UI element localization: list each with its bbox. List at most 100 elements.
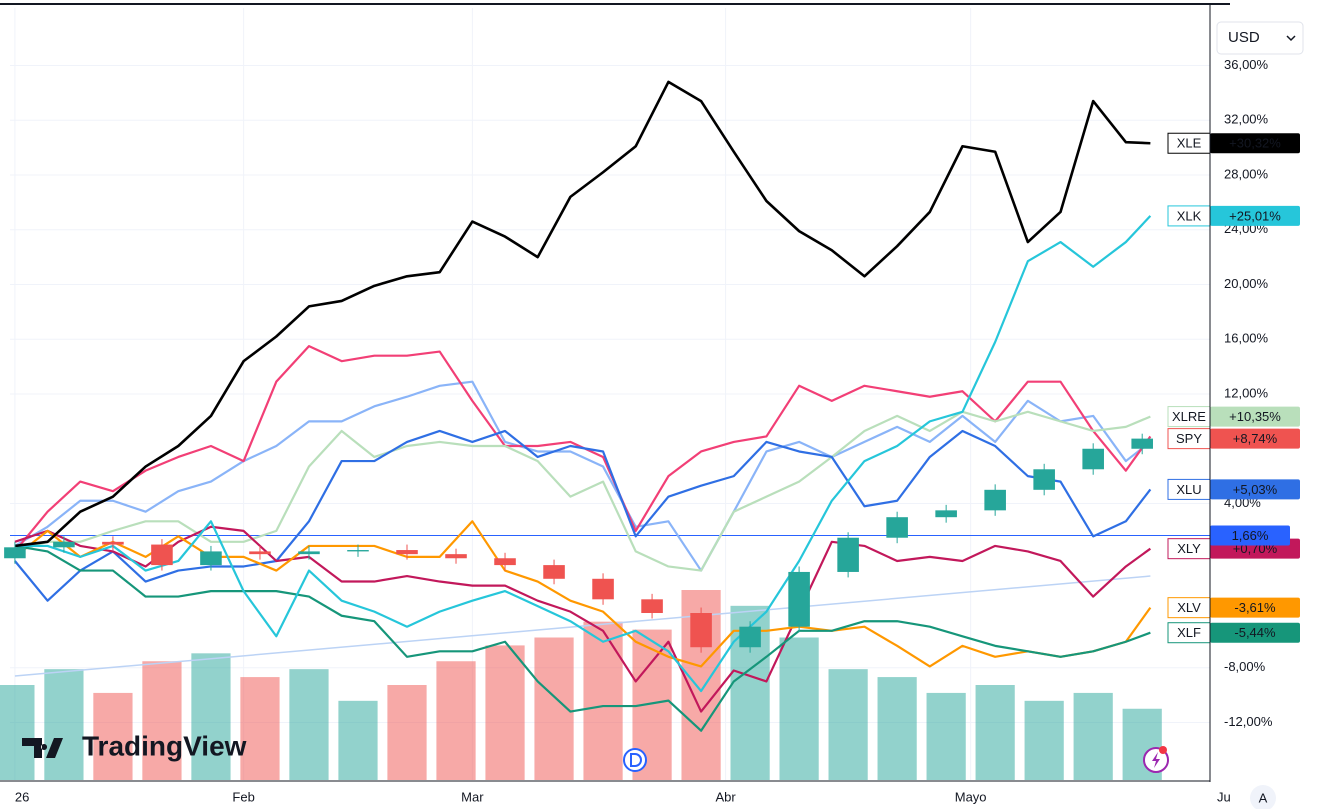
candle-body: [494, 558, 516, 566]
volume-bar: [877, 677, 917, 780]
currency-button[interactable]: USD: [1216, 21, 1304, 55]
series-line: [14, 544, 1151, 732]
price-tag-box: [1210, 525, 1290, 546]
tag-name: XLE: [1177, 136, 1202, 151]
volume-bar: [1024, 700, 1064, 780]
currency-box[interactable]: [1216, 21, 1304, 55]
candle-body: [4, 547, 26, 559]
volume-bar: [436, 661, 476, 780]
tag-name: XLV: [1177, 600, 1201, 615]
logo: TradingView: [22, 730, 247, 761]
auto-circle[interactable]: [1250, 785, 1276, 809]
y-tick-label: 28,00%: [1224, 166, 1269, 181]
volume-bar: [93, 692, 133, 780]
candle-body: [1131, 438, 1153, 449]
volume-bar: [1073, 692, 1113, 780]
tag-value-box: [1210, 622, 1300, 643]
tag-value-box: [1210, 406, 1300, 427]
candle-body: [788, 571, 810, 627]
tag-value: +30,32%: [1229, 136, 1281, 151]
volume-bar: [191, 653, 231, 780]
tag-value: -5,44%: [1234, 625, 1276, 640]
candle-body: [1082, 448, 1104, 470]
candle-body: [592, 578, 614, 600]
tag-name: XLRE: [1172, 409, 1206, 424]
volume-bar: [779, 637, 819, 780]
volume-bar: [828, 669, 868, 780]
candle-body: [396, 550, 418, 555]
candle-body: [347, 550, 369, 552]
dividend-icon[interactable]: [623, 748, 647, 772]
series-line: [14, 80, 1151, 548]
volume-bar: [975, 685, 1015, 780]
tag-value-box: [1210, 205, 1300, 226]
lightning-glyph: [1152, 752, 1160, 768]
tag-value: +8,74%: [1233, 431, 1278, 446]
candle-body: [249, 551, 271, 555]
series-line: [14, 215, 1152, 693]
series-line: [14, 380, 1152, 572]
candle-body: [837, 537, 859, 572]
x-tick-label: Mayo: [955, 789, 987, 804]
candle-body: [53, 541, 75, 548]
trend-line: [14, 575, 1151, 677]
volume-bar: [583, 621, 623, 780]
candle-body: [298, 551, 320, 555]
volume-bar: [485, 645, 525, 780]
dividend-circle[interactable]: [623, 748, 647, 772]
x-tick-label: Mar: [461, 789, 484, 804]
candle-body: [935, 510, 957, 518]
y-tick-label: 32,00%: [1224, 112, 1269, 127]
y-tick-label: 36,00%: [1224, 57, 1269, 72]
volume-bar: [926, 692, 966, 780]
chevron: [1286, 35, 1296, 42]
y-tick-label: -8,00%: [1224, 659, 1266, 674]
candle-body: [151, 544, 173, 566]
tag-name: XLK: [1177, 208, 1202, 223]
y-tick-label: 20,00%: [1224, 276, 1269, 291]
tag-value: +5,03%: [1233, 482, 1278, 497]
currency-label[interactable]: USD: [1228, 29, 1260, 46]
tag-value: +25,01%: [1229, 208, 1281, 223]
candle-body: [886, 517, 908, 538]
price-tag: 1,66%: [1232, 528, 1269, 543]
tag-value: +10,35%: [1229, 409, 1281, 424]
tag-value-box: [1210, 597, 1300, 618]
y-tick-label: 16,00%: [1224, 331, 1269, 346]
volume-bar: [240, 677, 280, 780]
volume-bar: [44, 669, 84, 780]
candle-body: [984, 489, 1006, 511]
tag-name: XLY: [1177, 541, 1201, 556]
alert-dot: [1159, 746, 1167, 754]
auto-label[interactable]: A: [1259, 790, 1268, 805]
series-line: [14, 429, 1152, 602]
tag-name: SPY: [1176, 431, 1202, 446]
candle-body: [641, 599, 663, 614]
series-line: [14, 410, 1151, 572]
y-tick-label: -12,00%: [1224, 714, 1273, 729]
tag-value: -3,61%: [1234, 600, 1276, 615]
tag-name: XLU: [1176, 482, 1201, 497]
y-tick-label: 12,00%: [1224, 385, 1269, 400]
volume-bar: [289, 669, 329, 780]
candle-body: [1033, 469, 1055, 490]
volume-bar: [387, 685, 427, 780]
tag-value-box: [1210, 428, 1300, 449]
auto-button[interactable]: A: [1250, 785, 1276, 809]
lightning-icon[interactable]: [1143, 746, 1169, 773]
dividend-glyph: [630, 753, 642, 767]
volume-bar: [338, 700, 378, 780]
logo-mark: [22, 738, 63, 758]
x-tick-label: Abr: [715, 789, 736, 804]
candle-body: [739, 626, 761, 648]
candle-body: [102, 541, 124, 545]
candle-body: [200, 551, 222, 566]
tag-value-box: [1210, 133, 1300, 154]
candle-body: [543, 565, 565, 579]
candle-body: [445, 554, 467, 559]
x-tick-label: Feb: [232, 789, 254, 804]
tag-value-box: [1210, 479, 1300, 500]
x-tick-label: 26: [15, 789, 29, 804]
tag-name: XLF: [1177, 625, 1201, 640]
